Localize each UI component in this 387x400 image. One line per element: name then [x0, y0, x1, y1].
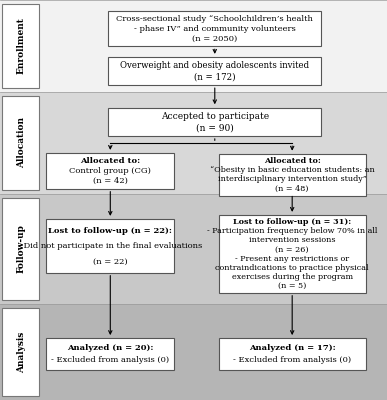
Bar [0, 194, 387, 304]
Bar [0, 92, 387, 194]
Text: - Present any restrictions or: - Present any restrictions or [235, 254, 349, 262]
Text: Allocated to:: Allocated to: [80, 156, 140, 164]
Bar [46, 219, 174, 273]
Bar [46, 338, 174, 370]
Text: (n = 172): (n = 172) [194, 72, 236, 81]
Bar [2, 4, 39, 88]
Bar [108, 11, 321, 46]
Bar [108, 108, 321, 136]
Text: - Did not participate in the final evaluations: - Did not participate in the final evalu… [18, 242, 202, 250]
Text: Lost to follow-up (n = 22):: Lost to follow-up (n = 22): [48, 226, 172, 234]
Bar [108, 57, 321, 85]
Text: (n = 22): (n = 22) [93, 258, 128, 266]
Text: - Participation frequency below 70% in all: - Participation frequency below 70% in a… [207, 227, 377, 235]
Text: (n = 5): (n = 5) [278, 282, 307, 290]
Bar [0, 304, 387, 400]
Text: Accepted to participate: Accepted to participate [161, 112, 269, 121]
Text: Control group (CG): Control group (CG) [69, 167, 151, 175]
Text: contraindications to practice physical: contraindications to practice physical [216, 264, 369, 272]
Text: - Excluded from analysis (0): - Excluded from analysis (0) [233, 356, 351, 364]
Text: Lost to follow-up (n = 31):: Lost to follow-up (n = 31): [233, 218, 351, 226]
Bar [219, 338, 366, 370]
Bar [0, 0, 387, 92]
Text: intervention sessions: intervention sessions [249, 236, 336, 244]
Bar [219, 154, 366, 196]
Text: (n = 42): (n = 42) [93, 177, 128, 185]
Text: Allocated to:: Allocated to: [264, 157, 320, 165]
Text: Allocation: Allocation [17, 118, 26, 168]
Text: Analyzed (n = 20):: Analyzed (n = 20): [67, 344, 154, 352]
Text: (n = 90): (n = 90) [196, 123, 234, 132]
Text: - phase IV” and community volunteers: - phase IV” and community volunteers [134, 25, 296, 33]
Text: “Obesity in basic education students: an: “Obesity in basic education students: an [210, 166, 375, 174]
Text: (n = 48): (n = 48) [276, 185, 309, 193]
Text: (n = 26): (n = 26) [276, 246, 309, 254]
Text: Analysis: Analysis [17, 331, 26, 373]
Bar [2, 96, 39, 190]
Text: Enrollment: Enrollment [17, 18, 26, 74]
Bar [2, 198, 39, 300]
Text: Analyzed (n = 17):: Analyzed (n = 17): [249, 344, 336, 352]
Text: exercises during the program: exercises during the program [232, 273, 353, 281]
Bar [2, 308, 39, 396]
Text: Follow-up: Follow-up [17, 224, 26, 274]
Text: Cross-sectional study “Schoolchildren’s health: Cross-sectional study “Schoolchildren’s … [116, 15, 313, 23]
Text: Overweight and obesity adolescents invited: Overweight and obesity adolescents invit… [120, 61, 309, 70]
Text: interdisciplinary intervention study”: interdisciplinary intervention study” [218, 176, 366, 184]
Bar [46, 153, 174, 189]
Bar [219, 215, 366, 293]
Text: - Excluded from analysis (0): - Excluded from analysis (0) [51, 356, 170, 364]
Text: (n = 2050): (n = 2050) [192, 35, 237, 43]
